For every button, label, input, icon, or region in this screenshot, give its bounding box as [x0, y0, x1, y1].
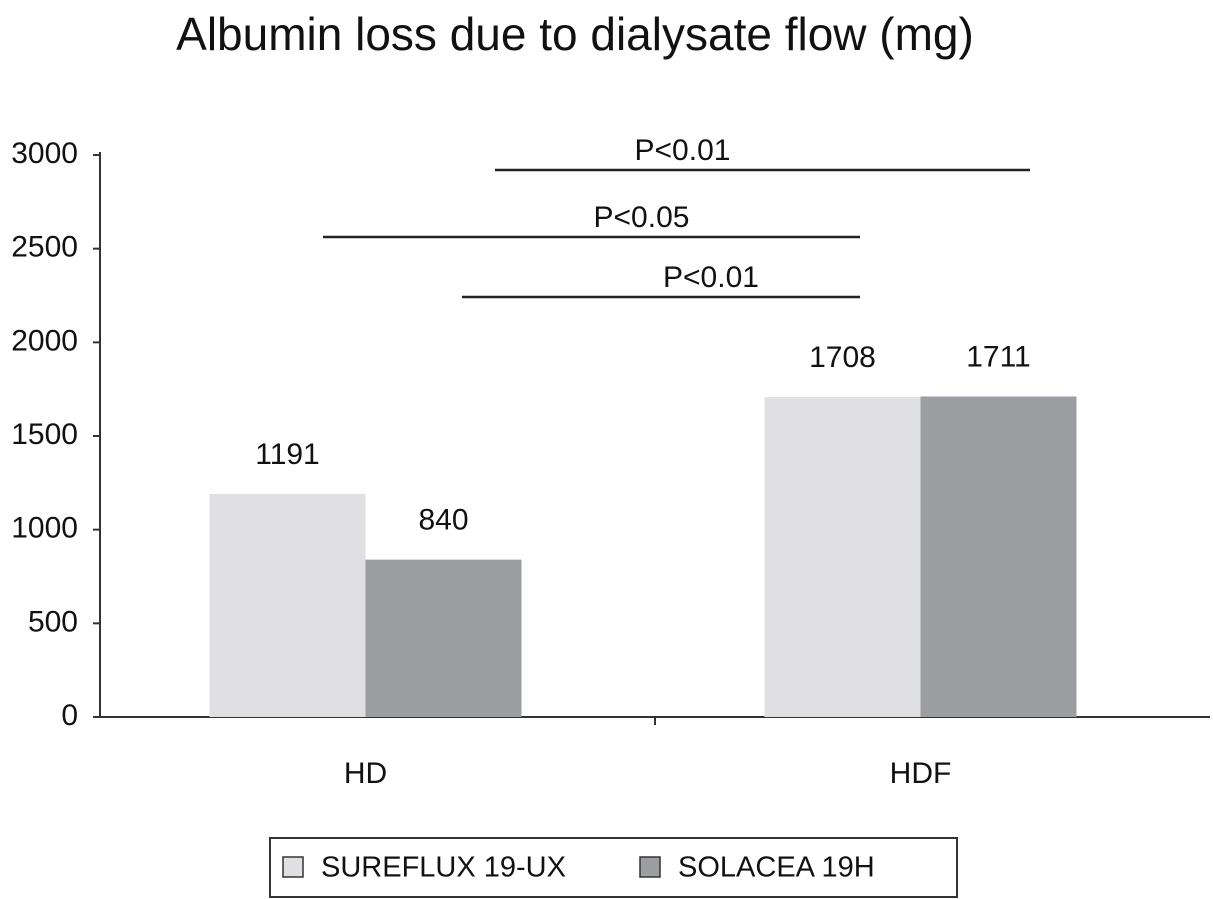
y-tick-label: 1500 — [11, 418, 78, 451]
significance-label: P<0.01 — [635, 134, 731, 167]
value-label: 1711 — [966, 340, 1031, 373]
bar — [209, 493, 366, 717]
y-tick-label: 1000 — [11, 512, 78, 545]
bar — [365, 559, 522, 717]
significance-label: P<0.01 — [663, 261, 759, 294]
value-label: 1708 — [809, 341, 876, 374]
significance-label: P<0.05 — [594, 201, 690, 234]
chart-title: Albumin loss due to dialysate flow (mg) — [176, 8, 974, 60]
x-tick-label: HDF — [890, 757, 952, 790]
value-label: 840 — [418, 504, 468, 537]
y-tick-label: 3000 — [11, 137, 78, 170]
y-tick-label: 2000 — [11, 324, 78, 357]
y-tick-label: 0 — [61, 699, 78, 732]
legend-swatch — [639, 856, 661, 878]
legend-label: SOLACEA 19H — [678, 852, 875, 884]
value-label: 1191 — [255, 438, 320, 471]
legend-box — [269, 837, 958, 898]
x-tick-label: HD — [344, 757, 387, 790]
bar — [920, 396, 1077, 717]
legend-swatch — [282, 856, 304, 878]
legend-label: SUREFLUX 19-UX — [321, 852, 566, 884]
y-tick-label: 2500 — [11, 231, 78, 264]
y-tick-label: 500 — [28, 605, 78, 638]
bar — [764, 397, 921, 717]
